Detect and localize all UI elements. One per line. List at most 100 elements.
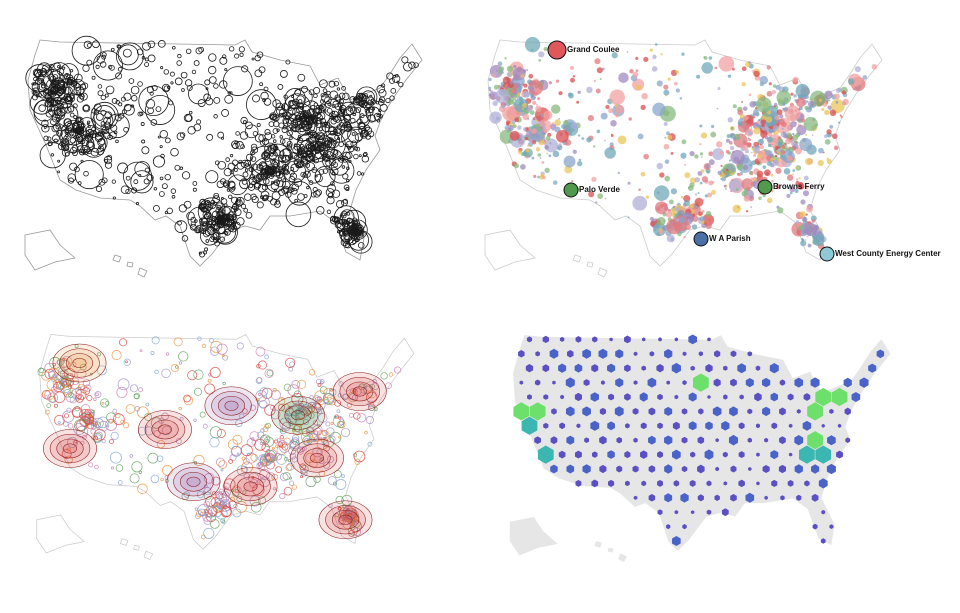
hexbin [728, 434, 738, 446]
plant-dot [488, 86, 492, 90]
plant-circle [314, 399, 326, 411]
plant-dot [798, 106, 803, 111]
plant-circle [345, 151, 353, 160]
plant-dot [510, 95, 514, 99]
plant-circle [351, 226, 359, 234]
plant-circle [338, 416, 342, 420]
plant-dot [763, 169, 771, 177]
plant-dot [742, 106, 748, 111]
hexbin [815, 445, 832, 464]
plant-dot [772, 84, 777, 88]
plant-dot [804, 105, 809, 110]
plant-dot [732, 104, 737, 109]
plant-circle [161, 425, 172, 436]
hexbin [811, 493, 819, 502]
plant-dot [793, 143, 799, 150]
hexbin [779, 379, 786, 386]
hexbin [647, 377, 657, 388]
hexbin [664, 349, 673, 359]
plant-circle [191, 69, 197, 75]
plant-dot [514, 98, 529, 113]
plant-dot [610, 119, 617, 127]
plant-circle [334, 512, 339, 518]
plant-dot [592, 145, 596, 148]
plant-circle [242, 490, 247, 495]
plant-dot [765, 116, 773, 123]
density-contour [296, 443, 338, 473]
hexbin [624, 335, 631, 344]
plant-circle [236, 452, 240, 456]
plant-dot [773, 139, 779, 145]
plant-circle [341, 86, 346, 91]
hexbin [802, 420, 812, 431]
hexbin [730, 378, 737, 387]
plant-circle [187, 370, 198, 381]
plant-dot [700, 220, 705, 225]
plant-circle [338, 98, 344, 104]
plant-dot [761, 115, 767, 121]
plant-circle [244, 163, 251, 170]
hexbin [730, 494, 737, 502]
hexbin [624, 393, 631, 401]
plant-circle [264, 368, 274, 378]
plant-dot [507, 124, 514, 132]
plant-dot [758, 196, 762, 200]
plant-circle [254, 133, 264, 143]
plant-circle [321, 123, 331, 133]
plant-circle [104, 93, 109, 98]
plant-dot [780, 150, 785, 155]
plant-circle [263, 436, 275, 448]
hexbin [591, 364, 599, 373]
plant-circle [289, 440, 297, 448]
hexbin [664, 435, 673, 445]
plant-circle [314, 396, 323, 404]
plant-circle [62, 131, 84, 153]
plant-circle [213, 114, 218, 119]
plant-circle [316, 145, 324, 153]
hexbin [714, 494, 720, 501]
plant-dot [488, 77, 492, 82]
plant-circle [259, 441, 263, 445]
plant-dot [558, 118, 560, 120]
plant-circle [264, 354, 269, 360]
plant-dot [676, 222, 679, 224]
plant-circle [79, 92, 88, 101]
plant-dot [618, 72, 629, 83]
plant-dot [504, 57, 507, 60]
plant-circle [360, 386, 368, 394]
plant-dot [760, 119, 766, 125]
plant-dot [558, 143, 562, 147]
plant-circle [250, 143, 258, 151]
plant-dot [725, 138, 730, 143]
hexbin [608, 393, 615, 401]
plant-circle [236, 217, 245, 226]
plant-dot [766, 110, 772, 115]
plant-circle [308, 152, 315, 159]
plant-circle [361, 172, 365, 176]
plant-circle [334, 131, 338, 136]
plant-dot [520, 96, 523, 99]
hexbin [526, 336, 533, 343]
plant-circle [251, 440, 257, 445]
plant-dot [502, 76, 511, 85]
hexbin [831, 387, 848, 407]
hexbin [747, 437, 753, 443]
plant-circle [229, 154, 234, 158]
plant-circle [290, 163, 299, 173]
plant-dot [759, 143, 762, 146]
hexbin [592, 336, 598, 343]
plant-circle [94, 391, 102, 399]
plant-circle [198, 203, 205, 210]
plant-dot [549, 142, 552, 145]
plant-dot [701, 209, 705, 213]
plant-circle [188, 110, 193, 115]
plant-circle [164, 137, 171, 144]
plant-circle [394, 366, 402, 374]
plant-circle [322, 88, 328, 93]
plant-circle [283, 383, 292, 392]
plant-dot [826, 129, 832, 135]
plant-circle [100, 124, 107, 131]
plant-circle [142, 41, 151, 51]
plant-circle [329, 142, 336, 149]
